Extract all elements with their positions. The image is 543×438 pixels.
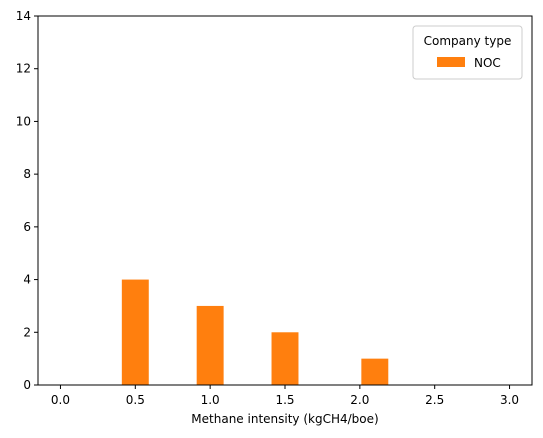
x-tick-label: 1.5 <box>275 393 294 407</box>
x-tick-label: 3.0 <box>500 393 519 407</box>
bar-noc-3 <box>361 358 389 385</box>
y-tick-label: 2 <box>23 325 31 339</box>
y-tick-label: 14 <box>16 9 31 23</box>
bars-layer <box>121 279 389 385</box>
x-tick-label: 1.0 <box>201 393 220 407</box>
x-axis-label: Methane intensity (kgCH4/boe) <box>191 412 378 426</box>
bar-noc-1 <box>196 305 224 385</box>
y-axis-ticks: 0 2 4 6 8 10 12 14 <box>16 9 38 392</box>
y-tick-label: 0 <box>23 378 31 392</box>
x-tick-label: 0.5 <box>126 393 145 407</box>
x-tick-label: 2.0 <box>350 393 369 407</box>
legend: Company type NOC <box>412 25 523 80</box>
y-tick-label: 10 <box>16 114 31 128</box>
y-tick-label: 4 <box>23 273 31 287</box>
y-tick-label: 12 <box>16 62 31 76</box>
y-tick-label: 6 <box>23 220 31 234</box>
y-tick-label: 8 <box>23 167 31 181</box>
bar-noc-2 <box>271 332 299 385</box>
legend-entry-label: NOC <box>474 56 501 70</box>
legend-swatch <box>437 57 465 67</box>
x-tick-label: 2.5 <box>425 393 444 407</box>
axes-frame <box>37 15 533 386</box>
legend-title: Company type <box>424 34 512 48</box>
legend-entries: NOC <box>437 56 501 70</box>
bar-noc-0 <box>121 279 149 385</box>
x-axis-ticks: 0.0 0.5 1.0 1.5 2.0 2.5 3.0 <box>51 385 519 407</box>
x-tick-label: 0.0 <box>51 393 70 407</box>
